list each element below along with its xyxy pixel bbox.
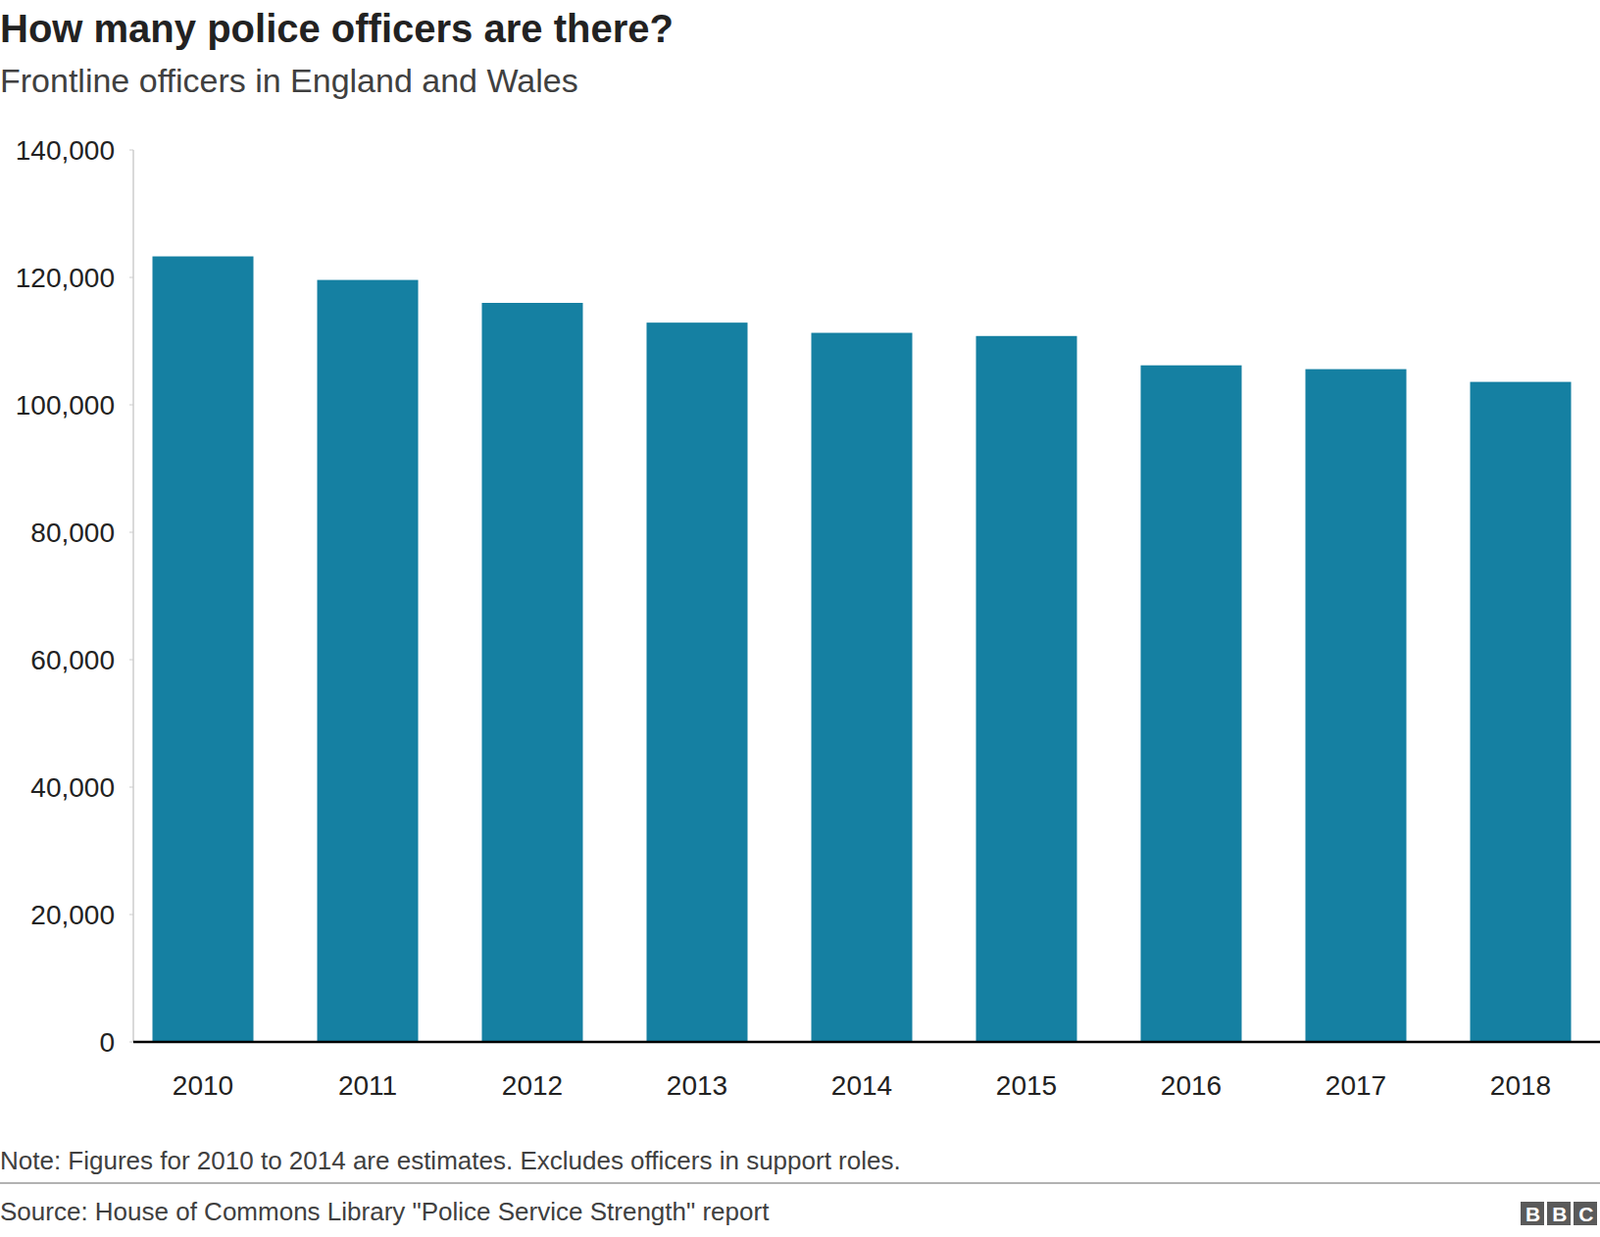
- bar: [152, 256, 254, 1043]
- x-tick-label: 2013: [666, 1070, 728, 1101]
- y-tick-label: 20,000: [30, 900, 115, 931]
- y-tick-label: 80,000: [30, 517, 115, 549]
- y-tick: [129, 277, 134, 279]
- bar: [482, 302, 584, 1043]
- y-tick: [129, 532, 134, 534]
- y-tick-label: 120,000: [15, 262, 115, 294]
- y-tick: [129, 659, 134, 661]
- x-tick-label: 2014: [831, 1070, 893, 1101]
- note: Note: Figures for 2010 to 2014 are estim…: [0, 1146, 901, 1176]
- logo: BBC: [1520, 1201, 1600, 1226]
- y-tick-label: 140,000: [15, 135, 115, 166]
- y-tick: [129, 787, 134, 789]
- bars: [152, 256, 1572, 1043]
- bar: [811, 333, 913, 1043]
- title: How many police officers are there?: [0, 6, 674, 50]
- bar: [1470, 382, 1572, 1043]
- y-tick: [129, 150, 134, 151]
- x-tick-label: 2015: [996, 1070, 1057, 1101]
- x-tick-label: 2012: [501, 1070, 563, 1101]
- logo-text: BBC: [1525, 1202, 1600, 1226]
- subtitle: Frontline officers in England and Wales: [0, 61, 579, 100]
- x-tick-label: 2016: [1160, 1070, 1222, 1101]
- x-axis-line: [133, 1041, 1600, 1045]
- y-tick: [129, 914, 134, 916]
- bar: [317, 280, 419, 1043]
- bar: [976, 336, 1078, 1043]
- y-tick-label: 40,000: [30, 772, 115, 803]
- y-tick-label: 100,000: [15, 390, 115, 421]
- separator: [0, 1182, 1600, 1185]
- y-tick-label: 0: [99, 1027, 115, 1058]
- y-tick: [129, 1042, 134, 1044]
- bar: [1141, 365, 1243, 1043]
- y-tick-label: 60,000: [30, 645, 115, 676]
- x-tick-label: 2018: [1490, 1070, 1551, 1101]
- source: Source: House of Commons Library "Police…: [0, 1197, 770, 1227]
- y-tick: [129, 404, 134, 406]
- bar: [647, 322, 749, 1043]
- x-tick-label: 2017: [1325, 1070, 1387, 1101]
- chart: How many police officers are there? Front…: [0, 0, 1600, 1237]
- bar: [1305, 369, 1407, 1043]
- y-axis-line: [132, 150, 135, 1043]
- x-tick-label: 2011: [338, 1070, 398, 1101]
- x-tick-label: 2010: [172, 1070, 234, 1101]
